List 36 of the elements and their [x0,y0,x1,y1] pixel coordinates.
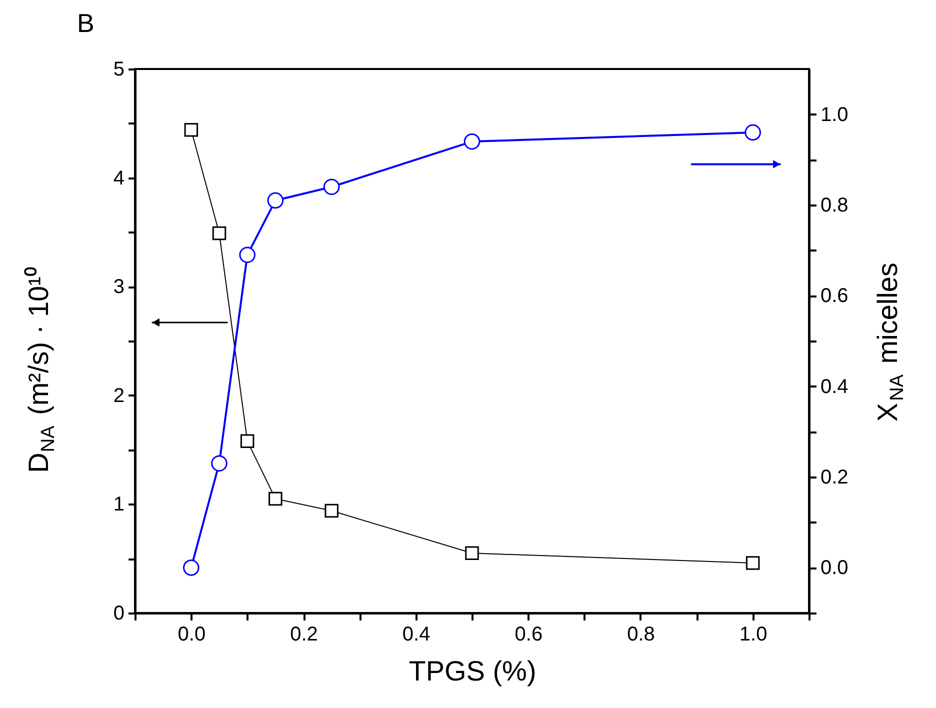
point [239,246,256,264]
y-axis-title: DNA (m²/s) · 10¹⁰ [23,266,59,473]
y-tick-label: 3 [113,276,124,298]
y2-tick-label: 0.0 [820,557,848,580]
point [746,556,760,570]
point [267,192,284,209]
y-tick-label: 1 [113,494,124,516]
y2-tick-label: 0.8 [820,194,848,216]
point [184,123,198,137]
point [744,124,761,141]
point [324,504,338,518]
x-tick-label: 0.6 [514,624,543,646]
x-tick-label: 0.0 [178,624,206,646]
y2-axis-title: XNA micelles [872,262,908,422]
x-tick-label: 1.0 [739,624,768,646]
point [212,226,226,240]
y-tick-label: 4 [113,167,124,190]
point [465,546,479,560]
point [268,492,282,506]
y2-tick-label: 0.6 [820,285,848,308]
point [464,133,480,150]
y-tick-label: 0 [113,602,124,624]
x-tick-label: 0.4 [402,624,430,646]
x-axis-title: TPGS (%) [408,656,536,686]
y2-tick-label: 0.4 [820,376,848,398]
y2-tick-label: 0.2 [820,466,848,488]
y-tick-label: 5 [113,58,124,80]
y2-tick-label: 1.0 [820,104,848,126]
x-tick-label: 0.2 [290,624,318,646]
y-tick-label: 2 [113,384,124,407]
point [240,434,254,448]
x-tick-label: 0.8 [627,624,655,646]
text: B [77,8,94,38]
point [211,455,228,472]
point [323,178,340,196]
point [183,560,200,576]
